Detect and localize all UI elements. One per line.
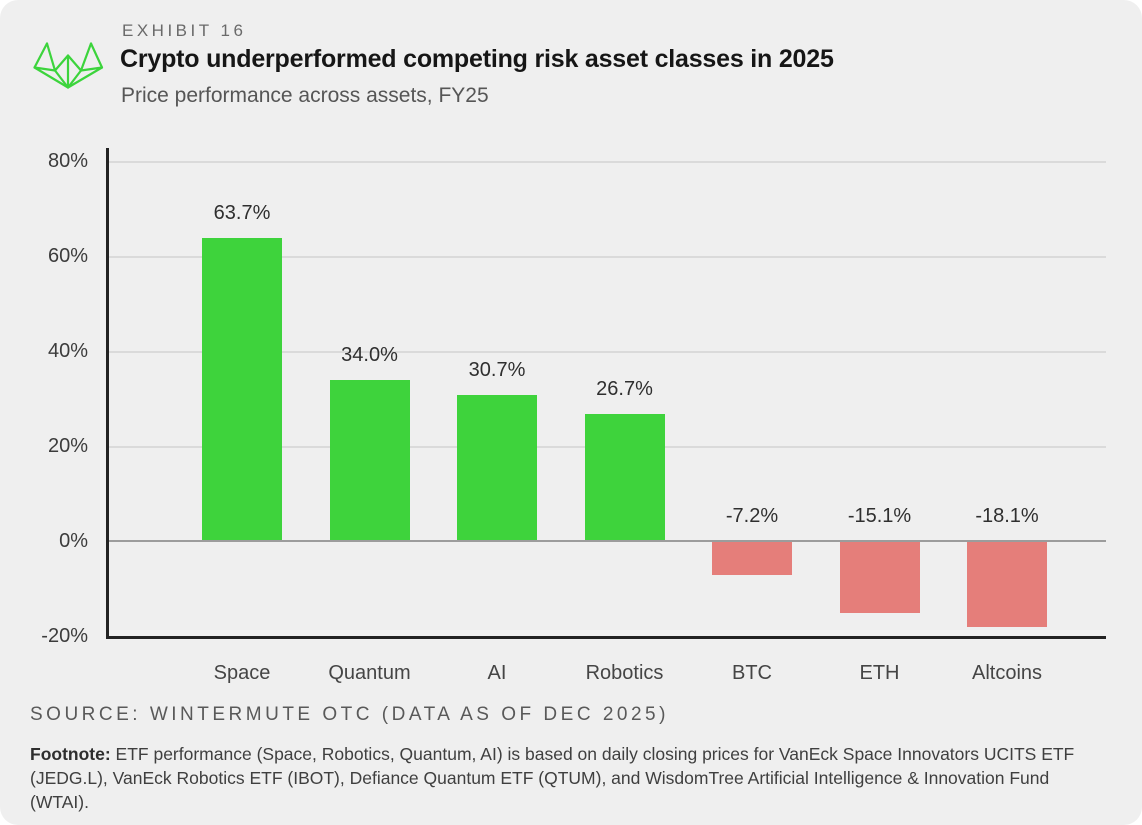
footnote-text: ETF performance (Space, Robotics, Quantu…: [30, 744, 1075, 812]
wintermute-logo-icon: [28, 34, 108, 97]
footnote-label: Footnote:: [30, 744, 111, 764]
category-label-altcoins: Altcoins: [971, 662, 1043, 684]
zero-gridline: [108, 540, 1106, 542]
exhibit-label: EXHIBIT 16: [122, 21, 247, 40]
value-label-quantum: 34.0%: [341, 343, 398, 366]
category-label-btc: BTC: [732, 662, 772, 684]
value-label-ai: 30.7%: [468, 359, 526, 382]
category-label-quantum: Quantum: [328, 662, 411, 684]
category-label-eth: ETH: [859, 662, 900, 684]
value-label-robotics: 26.7%: [596, 378, 653, 401]
bar-altcoins: [967, 541, 1047, 627]
bar-quantum: [329, 379, 410, 541]
category-label-space: Space: [213, 662, 271, 684]
y-tick-60: 60%: [47, 245, 88, 267]
gridline-80: [108, 161, 1106, 163]
source-line: SOURCE: WINTERMUTE OTC (DATA AS OF DEC 2…: [30, 704, 669, 725]
category-label-ai: AI: [487, 662, 507, 684]
bar-ai: [457, 395, 537, 541]
bar-eth: [839, 541, 920, 613]
bar-btc: [712, 541, 792, 576]
bar-chart: 80% 60% 40% 20% 0% -20% 63.7% Space 34.0% Quantum…: [0, 140, 1142, 696]
value-label-eth: -15.1%: [847, 505, 912, 527]
y-tick-40: 40%: [47, 340, 88, 362]
bar-space: [202, 238, 282, 541]
value-label-space: 63.7%: [213, 202, 271, 225]
x-axis-line: [106, 636, 1106, 639]
page-title: Crypto underperformed competing risk ass…: [120, 45, 834, 73]
y-tick--20: -20%: [41, 625, 88, 647]
gridline-40: [108, 351, 1106, 353]
gridline-60: [108, 256, 1106, 258]
y-axis-line: [106, 148, 109, 639]
page-subtitle: Price performance across assets, FY25: [121, 84, 489, 107]
value-label-altcoins: -18.1%: [975, 505, 1039, 527]
category-label-robotics: Robotics: [585, 662, 664, 684]
y-tick-80: 80%: [47, 150, 88, 172]
y-tick-0: 0%: [59, 530, 88, 552]
value-label-btc: -7.2%: [725, 505, 779, 527]
bar-robotics: [584, 414, 665, 541]
footnote: Footnote: ETF performance (Space, Roboti…: [30, 742, 1096, 814]
y-tick-20: 20%: [47, 435, 88, 457]
